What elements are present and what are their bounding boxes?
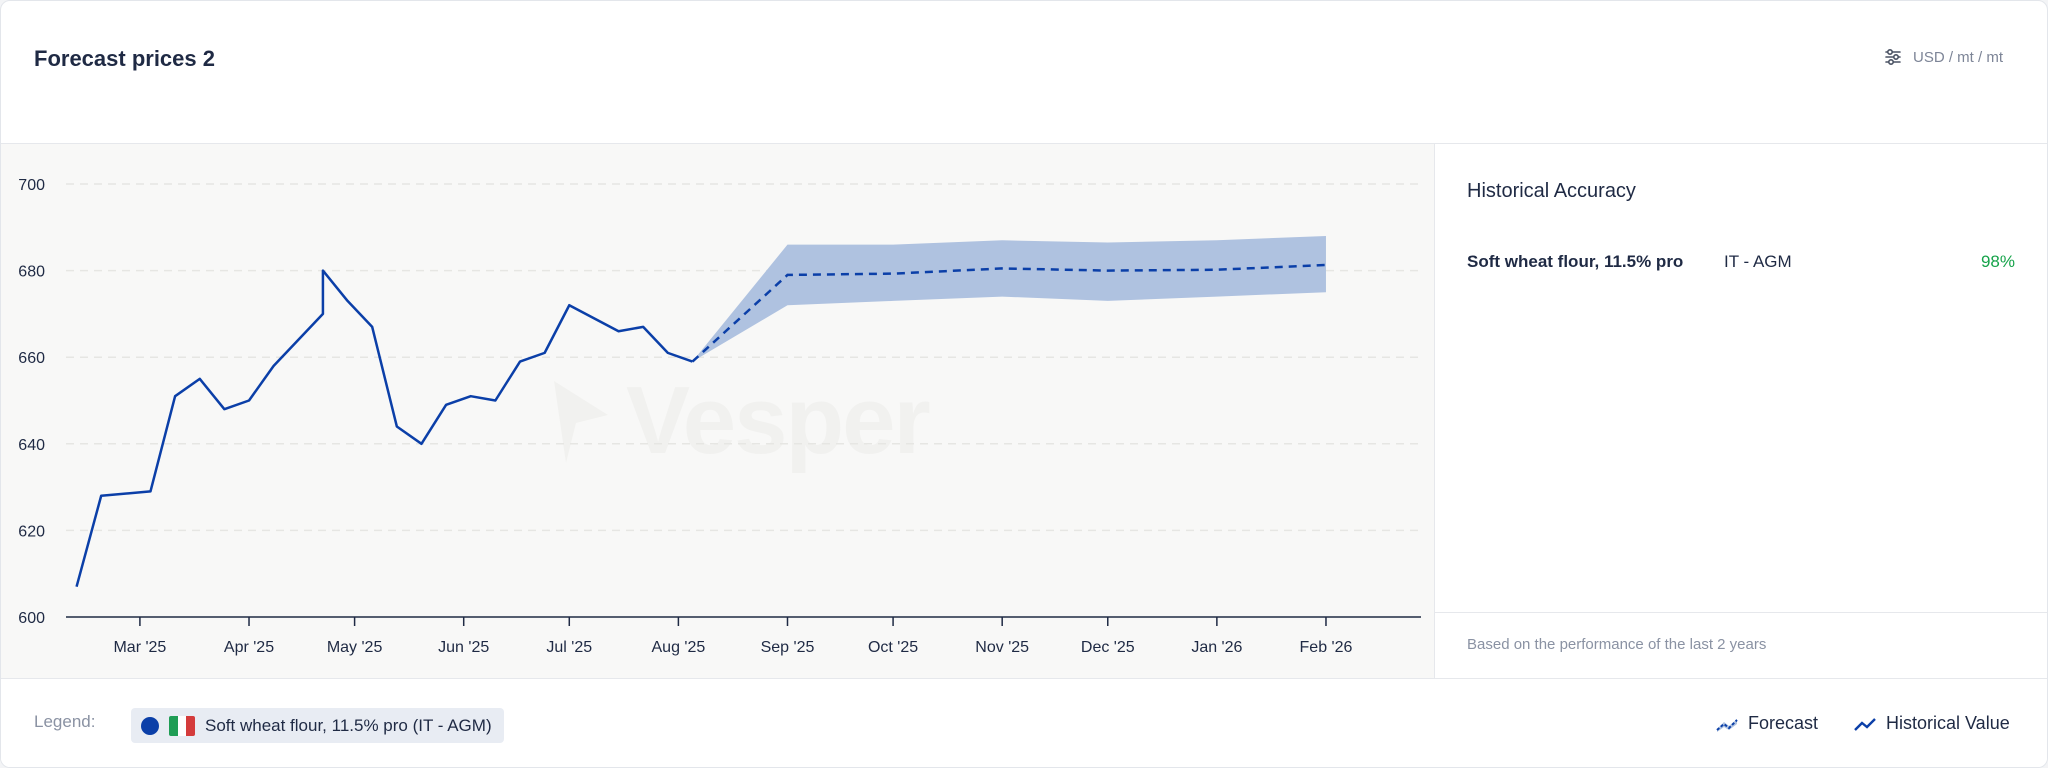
forecast-line-icon — [1716, 718, 1738, 732]
historical-line-icon — [1854, 717, 1876, 731]
y-tick-label: 660 — [18, 350, 45, 367]
accuracy-title: Historical Accuracy — [1467, 180, 1636, 202]
x-tick-label: Apr '25 — [224, 639, 274, 656]
italy-flag-icon — [169, 715, 195, 736]
x-tick-label: Mar '25 — [113, 639, 166, 656]
legend-bar: Legend: Soft wheat flour, 11.5% pro (IT … — [1, 678, 2047, 767]
x-tick-label: Jul '25 — [546, 639, 592, 656]
units-label: USD / mt / mt — [1913, 48, 2003, 66]
x-tick-label: Nov '25 — [975, 639, 1029, 656]
sliders-icon — [1885, 48, 1901, 66]
card-header: Forecast prices 2 USD / mt / mt — [1, 1, 2047, 144]
forecast-line — [691, 263, 1327, 363]
x-tick-label: Jan '26 — [1191, 639, 1242, 656]
x-tick-label: May '25 — [327, 639, 383, 656]
x-tick-label: Sep '25 — [761, 639, 815, 656]
forecast-confidence-band — [692, 235, 1326, 362]
historical-accuracy-panel: Historical Accuracy Soft wheat flour, 11… — [1435, 144, 2047, 678]
x-tick-label: Jun '25 — [438, 639, 489, 656]
x-tick-label: Feb '26 — [1300, 639, 1353, 656]
chart-area: Vesper 600 620 640 660 680 700 Mar '25 Apr '25 M… — [1, 144, 1435, 678]
historical-line — [75, 269, 693, 588]
forecast-key: Forecast — [1716, 713, 1818, 734]
historical-key-label: Historical Value — [1886, 713, 2010, 733]
series-color-dot — [141, 716, 159, 735]
legend-chip-text: Soft wheat flour, 11.5% pro (IT - AGM) — [205, 715, 492, 735]
forecast-key-label: Forecast — [1748, 713, 1819, 733]
y-tick-label: 640 — [18, 437, 45, 454]
accuracy-product-name: Soft wheat flour, 11.5% pro — [1467, 252, 1684, 271]
legend-label: Legend: — [34, 712, 96, 731]
accuracy-location: IT - AGM — [1724, 252, 1792, 271]
legend-series-chip[interactable]: Soft wheat flour, 11.5% pro (IT - AGM) — [131, 708, 504, 743]
accuracy-row: Soft wheat flour, 11.5% pro IT - AGM 98% — [1467, 252, 2015, 278]
x-tick-label: Oct '25 — [868, 639, 918, 656]
y-tick-label: 680 — [18, 264, 45, 281]
accuracy-value: 98% — [1980, 252, 2015, 271]
accuracy-divider — [1435, 612, 2047, 613]
x-tick-label: Dec '25 — [1081, 639, 1135, 656]
y-tick-label: 620 — [18, 523, 45, 540]
historical-key: Historical Value — [1854, 713, 2010, 734]
y-tick-label: 700 — [18, 177, 45, 194]
price-chart: 600 620 640 660 680 700 Mar '25 Apr '25 May '25 J… — [18, 177, 1421, 656]
x-tick-label: Aug '25 — [652, 639, 706, 656]
card-title: Forecast prices 2 — [34, 46, 215, 71]
y-tick-label: 600 — [18, 610, 45, 627]
accuracy-footnote: Based on the performance of the last 2 y… — [1467, 636, 1767, 653]
units-settings-button[interactable]: USD / mt / mt — [1883, 47, 2003, 67]
